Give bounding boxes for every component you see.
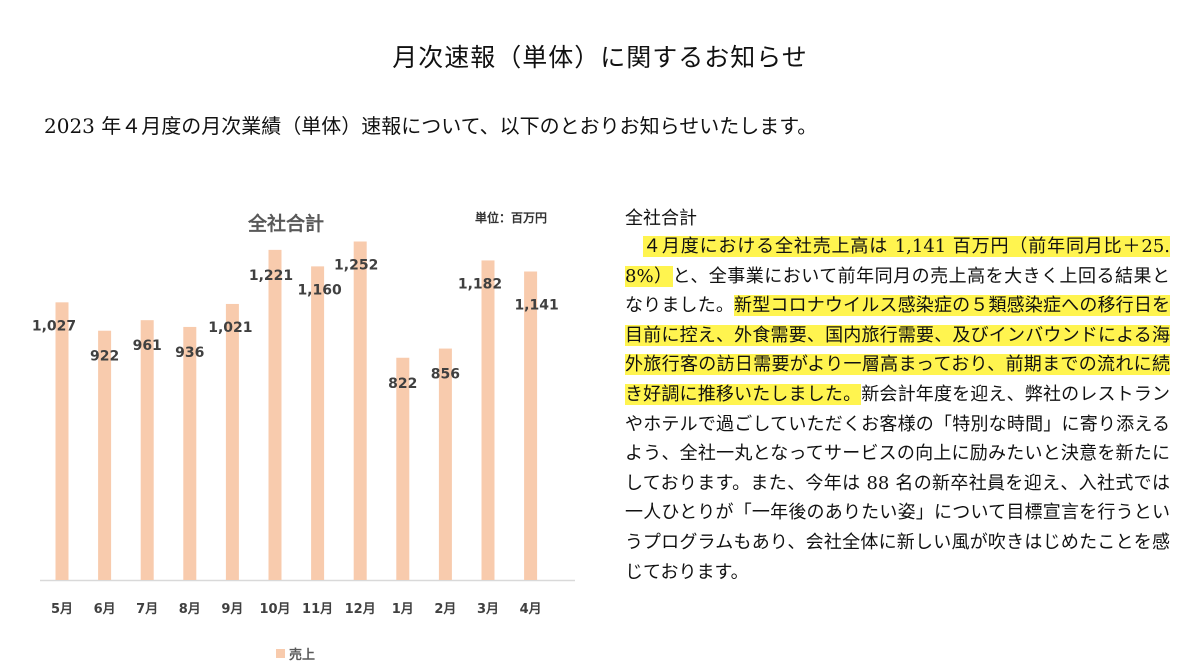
data-label-4月: 1,141 — [514, 298, 558, 314]
data-label-3月: 1,182 — [458, 276, 502, 292]
commentary-section: 全社合計 ４月度における全社売上高は 1,141 百万円（前年同月比＋25.8%… — [625, 204, 1171, 587]
bar-6月 — [98, 330, 112, 580]
text-new-fiscal-year: 新会計年度を迎え、弊社のレストランやホテルで過ごしていただくお客様の「特別な時間… — [625, 383, 1171, 583]
data-label-8月: 936 — [175, 345, 204, 361]
category-label-2月: 2月 — [434, 602, 456, 617]
data-label-11月: 1,160 — [297, 282, 342, 298]
data-label-12月: 1,252 — [334, 257, 378, 273]
text-sales-comparison: と、全事業において前年同月の売上高を大きく上回る結果となりました。 — [625, 265, 1170, 317]
bar-2月 — [438, 348, 452, 580]
bar-11月 — [311, 266, 325, 580]
bar-4月 — [524, 271, 538, 580]
bar-5月 — [55, 302, 69, 580]
category-label-4月: 4月 — [520, 602, 542, 617]
sales-chart: 1,027 5月 922 6月 961 7月 936 8月 1,021 9月 1,221 10月 1,1… — [30, 195, 590, 671]
category-label-12月: 12月 — [345, 602, 376, 617]
data-label-9月: 1,021 — [208, 320, 252, 336]
category-label-5月: 5月 — [51, 602, 73, 617]
category-label-1月: 1月 — [392, 602, 414, 617]
chart-legend: 売上 — [276, 644, 315, 663]
data-label-5月: 1,027 — [32, 318, 76, 334]
bar-8月 — [183, 326, 197, 580]
bar-9月 — [225, 303, 239, 580]
data-label-2月: 856 — [431, 367, 460, 383]
category-label-9月: 9月 — [221, 602, 243, 617]
chart-unit-label: 単位：百万円 — [475, 211, 548, 225]
data-label-10月: 1,221 — [249, 268, 293, 284]
bar-3月 — [481, 260, 495, 580]
bar-10月 — [268, 249, 282, 580]
category-label-3月: 3月 — [477, 602, 499, 617]
bar-7月 — [140, 320, 154, 580]
data-label-6月: 922 — [90, 349, 119, 365]
commentary-body: ４月度における全社売上高は 1,141 百万円（前年同月比＋25.8%）と、全事… — [625, 232, 1171, 587]
data-label-1月: 822 — [388, 376, 417, 392]
section-heading: 全社合計 — [625, 208, 697, 229]
legend-label: 売上 — [289, 648, 316, 663]
category-label-6月: 6月 — [94, 602, 116, 617]
page-title: 月次速報（単体）に関するお知らせ — [392, 43, 808, 72]
category-label-10月: 10月 — [259, 602, 290, 617]
chart-title: 全社合計 — [248, 213, 325, 235]
bar-12月 — [353, 241, 367, 581]
intro-text: 2023 年４月度の月次業績（単体）速報について、以下のとおりお知らせいたします… — [44, 114, 818, 138]
category-label-7月: 7月 — [136, 602, 158, 617]
bar-1月 — [396, 357, 410, 580]
legend-swatch — [276, 649, 285, 658]
chart-svg: 1,027 5月 922 6月 961 7月 936 8月 1,021 9月 1,221 10月 1,1… — [32, 241, 575, 617]
category-label-8月: 8月 — [179, 602, 201, 617]
category-label-11月: 11月 — [302, 602, 333, 617]
data-label-7月: 961 — [133, 338, 162, 354]
